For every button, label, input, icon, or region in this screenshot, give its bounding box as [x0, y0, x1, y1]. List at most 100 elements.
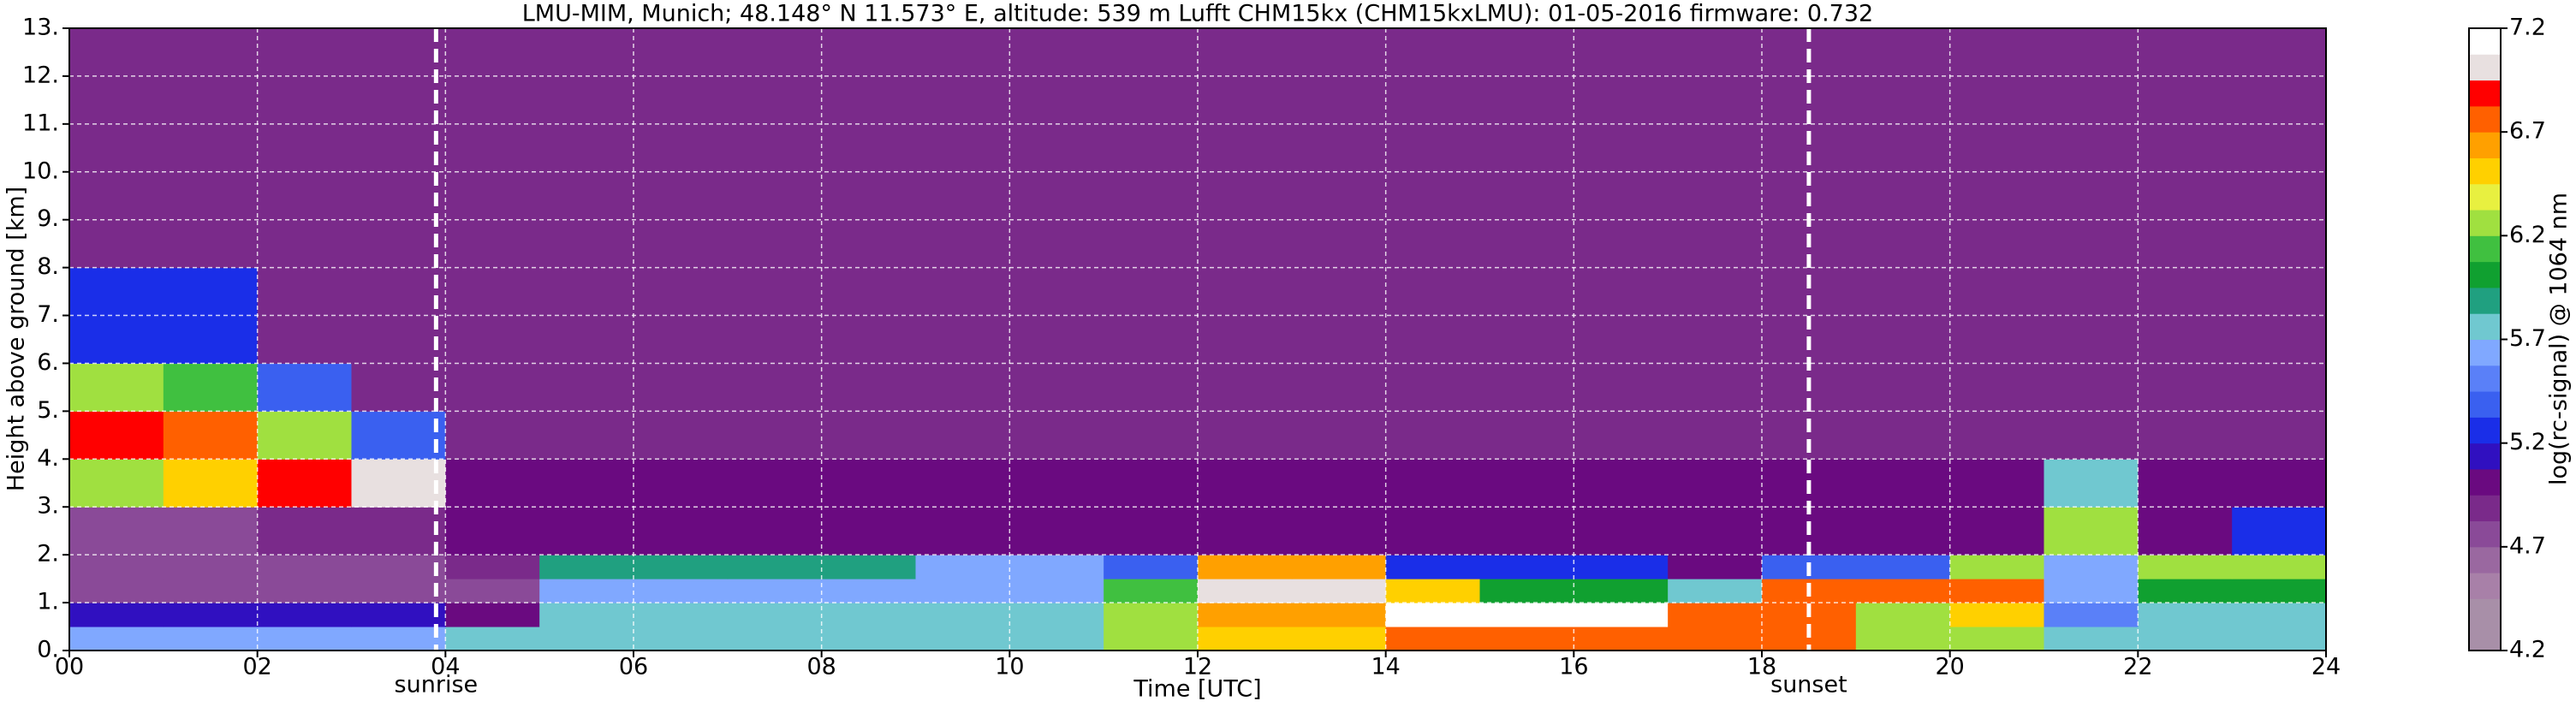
x-tick-label: 16	[1559, 654, 1588, 680]
heatmap-cell	[1009, 507, 1104, 556]
colorbar-tick-label: 5.2	[2509, 429, 2546, 455]
heatmap-cell	[539, 627, 634, 651]
heatmap-cell	[1855, 555, 1951, 579]
colorbar-band	[2469, 624, 2501, 651]
x-tick-label: 00	[55, 654, 84, 680]
heatmap-cell	[1385, 411, 1480, 460]
colorbar-tick-label: 5.7	[2509, 325, 2546, 352]
heatmap-cell	[821, 507, 916, 556]
colorbar-tick-label: 6.7	[2509, 118, 2546, 145]
colorbar-band	[2469, 80, 2501, 107]
heatmap-cell	[445, 411, 540, 460]
heatmap-cell	[1479, 555, 1574, 579]
heatmap-cell	[257, 555, 352, 579]
heatmap-cell	[1479, 28, 1574, 173]
colorbar-band	[2469, 391, 2501, 418]
heatmap-cell	[163, 627, 259, 651]
heatmap-cell	[821, 28, 916, 173]
heatmap-cell	[1668, 411, 1763, 460]
heatmap-cell	[634, 507, 729, 556]
heatmap-cell	[2138, 28, 2233, 173]
heatmap-cell	[69, 555, 164, 579]
heatmap-cell	[351, 579, 446, 603]
heatmap-cell	[1198, 459, 1293, 508]
heatmap-cell	[69, 507, 164, 556]
colorbar-band	[2469, 105, 2501, 133]
heatmap-cell	[2232, 363, 2327, 412]
y-tick-label: 13.	[22, 15, 59, 41]
x-axis-label: Time [UTC]	[1133, 676, 1261, 703]
x-tick-label: 20	[1935, 654, 1964, 680]
heatmap-cell	[351, 363, 446, 412]
heatmap-cell	[1198, 411, 1293, 460]
heatmap-cell	[1949, 627, 2044, 651]
heatmap-cell	[257, 459, 352, 508]
heatmap-cell	[445, 579, 540, 603]
heatmap-cell	[2044, 363, 2139, 412]
colorbar-band	[2469, 495, 2501, 522]
heatmap-cell	[2232, 171, 2327, 269]
heatmap-cell	[539, 411, 634, 460]
x-tick-label: 22	[2123, 654, 2152, 680]
heatmap-cell	[821, 363, 916, 412]
heatmap-cell	[821, 627, 916, 651]
colorbar-band	[2469, 443, 2501, 470]
heatmap-cell	[1668, 603, 1763, 627]
heatmap-cell	[727, 603, 823, 627]
colorbar-band	[2469, 261, 2501, 288]
heatmap-cell	[351, 28, 446, 173]
heatmap-cell	[69, 363, 164, 412]
heatmap-cell	[1385, 28, 1480, 173]
heatmap-cell	[727, 28, 823, 173]
heatmap-cell	[445, 603, 540, 627]
heatmap-cell	[1479, 627, 1574, 651]
x-tick-label: 04	[431, 654, 460, 680]
heatmap-cell	[539, 555, 634, 579]
y-tick-label: 4.	[37, 445, 59, 472]
heatmap-cell	[915, 459, 1010, 508]
heatmap-cell	[445, 555, 540, 579]
x-tick-label: 14	[1371, 654, 1400, 680]
heatmap-cell	[1574, 579, 1669, 603]
colorbar-band	[2469, 28, 2501, 55]
heatmap-cell	[2044, 459, 2139, 508]
heatmap-cell	[634, 411, 729, 460]
heatmap-cell	[1574, 411, 1669, 460]
heatmap-cell	[163, 363, 259, 412]
heatmap-cell	[1198, 603, 1293, 627]
heatmap-cell	[1668, 579, 1763, 603]
heatmap-cell	[727, 627, 823, 651]
heatmap-cell	[1949, 363, 2044, 412]
heatmap-cell	[1479, 411, 1574, 460]
heatmap-cell	[2232, 267, 2327, 364]
heatmap-cell	[1104, 627, 1199, 651]
heatmap-cell	[915, 627, 1010, 651]
heatmap-cell	[2232, 459, 2327, 508]
heatmap-cell	[69, 411, 164, 460]
colorbar-band	[2469, 132, 2501, 158]
annotation-label: sunrise	[395, 672, 479, 698]
annotation-label: sunset	[1770, 672, 1847, 698]
x-tick-label: 08	[806, 654, 836, 680]
heatmap-cell	[1574, 555, 1669, 579]
heatmap-cell	[1479, 363, 1574, 412]
heatmap-cell	[1855, 411, 1951, 460]
heatmap-cell	[727, 579, 823, 603]
y-tick-label: 7.	[37, 301, 59, 328]
heatmap-cell	[1009, 555, 1104, 579]
heatmap-cell	[1104, 507, 1199, 556]
heatmap-cell	[1291, 363, 1387, 412]
heatmap-cell	[1574, 459, 1669, 508]
colorbar-tick-label: 4.2	[2509, 637, 2546, 663]
heatmap-cell	[915, 507, 1010, 556]
heatmap-cell	[2044, 579, 2139, 603]
heatmap-cell	[1574, 603, 1669, 627]
heatmap-cell	[1385, 627, 1480, 651]
heatmap-cell	[915, 555, 1010, 579]
heatmap-cell	[2138, 579, 2233, 603]
heatmap-cell	[1668, 28, 1763, 173]
heatmap-cell	[1291, 411, 1387, 460]
y-axis-label: Height above ground [km]	[3, 187, 30, 491]
heatmap-cell	[634, 627, 729, 651]
heatmap-cell	[539, 507, 634, 556]
